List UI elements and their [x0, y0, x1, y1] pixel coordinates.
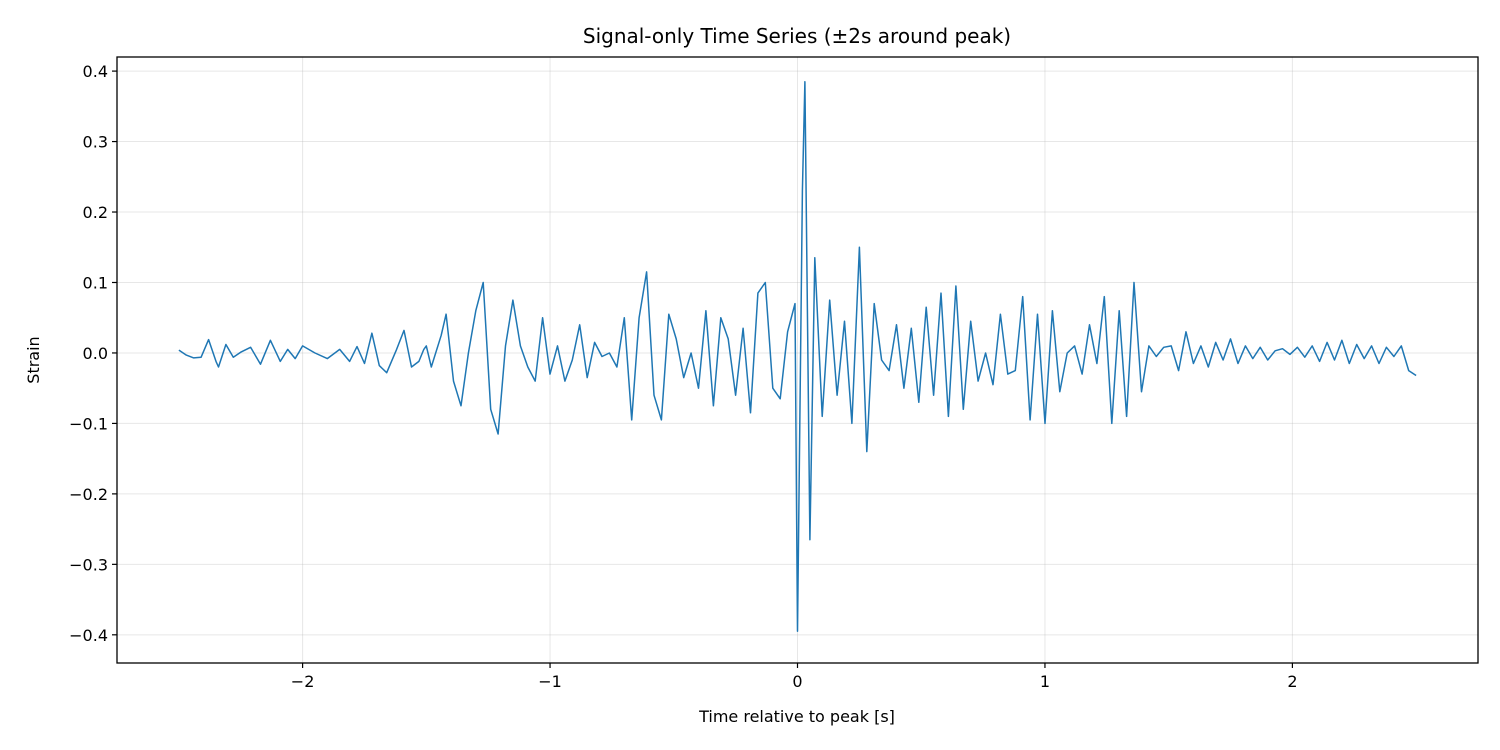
y-tick-label: 0.0: [83, 344, 108, 363]
x-tick-label: −1: [538, 672, 562, 691]
y-tick-label: 0.1: [83, 273, 108, 292]
y-tick-label: −0.1: [69, 414, 108, 433]
y-tick-label: −0.2: [69, 485, 108, 504]
series-layer: [178, 80, 1417, 633]
x-axis-label: Time relative to peak [s]: [698, 707, 895, 726]
chart-title: Signal-only Time Series (±2s around peak…: [583, 24, 1011, 48]
x-tick-label: 1: [1040, 672, 1050, 691]
x-tick-label: −2: [291, 672, 315, 691]
strain-series-line: [178, 80, 1417, 633]
y-tick-label: 0.2: [83, 203, 108, 222]
y-tick-label: −0.4: [69, 626, 108, 645]
x-axis: −2 −1 0 1 2: [291, 663, 1298, 691]
y-axis: −0.4 −0.3 −0.2 −0.1 0.0 0.1 0.2 0.3 0.4: [69, 62, 117, 645]
y-tick-label: −0.3: [69, 555, 108, 574]
x-tick-label: 2: [1287, 672, 1297, 691]
y-tick-label: 0.4: [83, 62, 108, 81]
grid-layer: [117, 57, 1478, 663]
x-tick-label: 0: [792, 672, 802, 691]
y-axis-label: Strain: [24, 336, 43, 383]
y-tick-label: 0.3: [83, 133, 108, 152]
